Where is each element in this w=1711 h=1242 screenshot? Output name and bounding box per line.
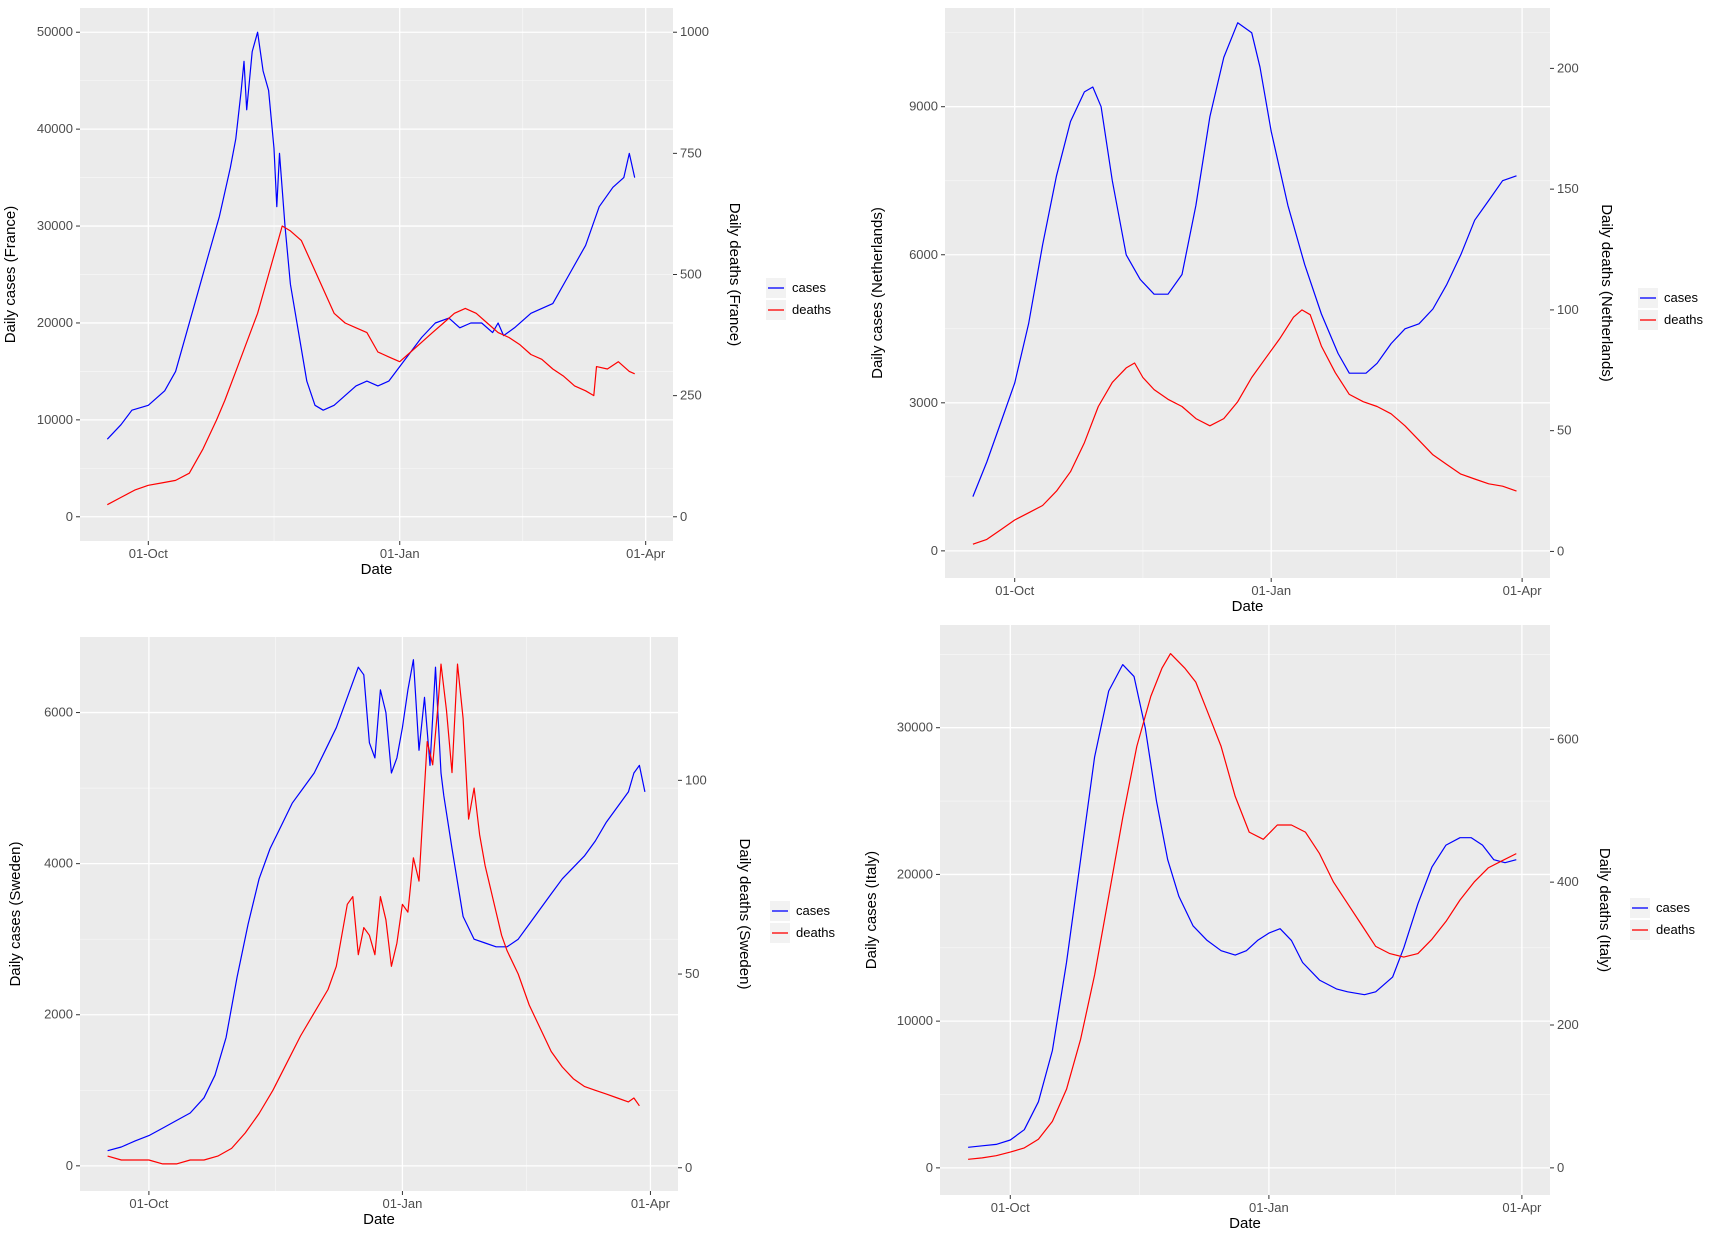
series-line-deaths <box>107 225 635 506</box>
x-tick-label: 01-Jan <box>1251 583 1291 598</box>
chart-panel-netherlands: 0 3000 6000 9000 0 50 100 150 200 01-Oct 01-Jan 01-… <box>869 8 1704 615</box>
y2-axis-title: Daily deaths (Sweden) <box>736 839 753 990</box>
x-tick-label: 01-Apr <box>626 546 666 561</box>
y-axis-title: Daily cases (Netherlands) <box>869 207 886 379</box>
y-axis-title: Daily cases (France) <box>2 206 19 344</box>
y-tick-label: 30000 <box>37 218 73 233</box>
y-tick-label: 10000 <box>897 1013 933 1028</box>
x-axis-title: Date <box>363 1211 395 1228</box>
chart-panel-italy: 0 10000 20000 30000 0 200 400 600 01-Oct 01-Jan 01… <box>863 625 1696 1232</box>
legend-label-cases: cases <box>792 280 826 295</box>
y-tick-label: 30000 <box>897 720 933 735</box>
series-line-cases <box>972 22 1517 497</box>
y-tick-label: 4000 <box>44 856 73 871</box>
x-tick-label: 01-Oct <box>995 583 1034 598</box>
plot-panel <box>945 8 1550 578</box>
y-tick-label: 9000 <box>909 99 938 114</box>
y2-tick-label: 250 <box>680 388 702 403</box>
x-tick-label: 01-Oct <box>129 546 168 561</box>
legend: cases deaths <box>1630 898 1696 940</box>
legend-label-cases: cases <box>1656 900 1690 915</box>
y-axis-title: Daily cases (Sweden) <box>7 841 24 986</box>
legend: cases deaths <box>770 901 836 943</box>
y2-axis-title: Daily deaths (Italy) <box>1596 848 1613 972</box>
y-tick-label: 3000 <box>909 395 938 410</box>
x-tick-label: 01-Apr <box>1502 1200 1542 1215</box>
y2-tick-label: 400 <box>1557 874 1579 889</box>
series-line-deaths <box>968 653 1517 1160</box>
x-tick-label: 01-Apr <box>1503 583 1543 598</box>
y2-tick-label: 100 <box>1557 302 1579 317</box>
x-tick-label: 01-Jan <box>383 1196 423 1211</box>
y-tick-label: 20000 <box>897 866 933 881</box>
legend-label-deaths: deaths <box>1664 312 1704 327</box>
y2-tick-label: 200 <box>1557 1017 1579 1032</box>
y2-tick-label: 750 <box>680 145 702 160</box>
x-axis-title: Date <box>1232 598 1264 615</box>
y2-tick-label: 500 <box>680 267 702 282</box>
y-tick-label: 0 <box>66 509 73 524</box>
series-line-cases <box>106 31 636 440</box>
series-line-cases <box>107 659 646 1152</box>
legend-label-deaths: deaths <box>1656 922 1696 937</box>
x-tick-label: 01-Oct <box>991 1200 1030 1215</box>
x-tick-label: 01-Jan <box>1249 1200 1289 1215</box>
y2-tick-label: 200 <box>1557 60 1579 75</box>
plot-panel <box>940 625 1550 1195</box>
y-tick-label: 10000 <box>37 412 73 427</box>
y-tick-label: 0 <box>931 543 938 558</box>
y2-tick-label: 0 <box>1557 1160 1564 1175</box>
legend-label-deaths: deaths <box>796 925 836 940</box>
y-tick-label: 0 <box>926 1160 933 1175</box>
x-tick-label: 01-Jan <box>380 546 420 561</box>
legend-label-deaths: deaths <box>792 302 832 317</box>
y-tick-label: 20000 <box>37 315 73 330</box>
series-line-deaths <box>107 663 640 1165</box>
y-axis-title: Daily cases (Italy) <box>863 851 880 969</box>
x-tick-label: 01-Apr <box>631 1196 671 1211</box>
x-axis-title: Date <box>361 561 393 578</box>
y-tick-label: 50000 <box>37 24 73 39</box>
y2-tick-label: 0 <box>1557 543 1564 558</box>
legend: cases deaths <box>766 278 832 320</box>
y2-tick-label: 0 <box>685 1160 692 1175</box>
legend-label-cases: cases <box>796 903 830 918</box>
x-axis-title: Date <box>1229 1215 1261 1232</box>
y2-tick-label: 100 <box>685 772 707 787</box>
series-line-deaths <box>972 309 1517 545</box>
y-tick-label: 6000 <box>909 247 938 262</box>
y-tick-label: 2000 <box>44 1007 73 1022</box>
y-tick-label: 40000 <box>37 121 73 136</box>
y2-tick-label: 50 <box>1557 423 1571 438</box>
y2-tick-label: 50 <box>685 966 699 981</box>
y2-axis-title: Daily deaths (France) <box>726 203 743 346</box>
chart-panel-france: 0 10000 20000 30000 40000 50000 0 250 500 750 1000… <box>2 8 832 578</box>
x-tick-label: 01-Oct <box>129 1196 168 1211</box>
y-tick-label: 6000 <box>44 705 73 720</box>
y2-tick-label: 0 <box>680 509 687 524</box>
legend-label-cases: cases <box>1664 290 1698 305</box>
legend: cases deaths <box>1638 288 1704 330</box>
chart-panel-sweden: 0 2000 4000 6000 0 50 100 01-Oct 01-Jan 01-Apr Dat… <box>7 637 836 1228</box>
y2-tick-label: 600 <box>1557 731 1579 746</box>
y-tick-label: 0 <box>66 1158 73 1173</box>
y2-axis-title: Daily deaths (Netherlands) <box>1598 204 1615 382</box>
y2-tick-label: 150 <box>1557 181 1579 196</box>
y2-tick-label: 1000 <box>680 24 709 39</box>
series-line-cases <box>968 664 1517 1148</box>
